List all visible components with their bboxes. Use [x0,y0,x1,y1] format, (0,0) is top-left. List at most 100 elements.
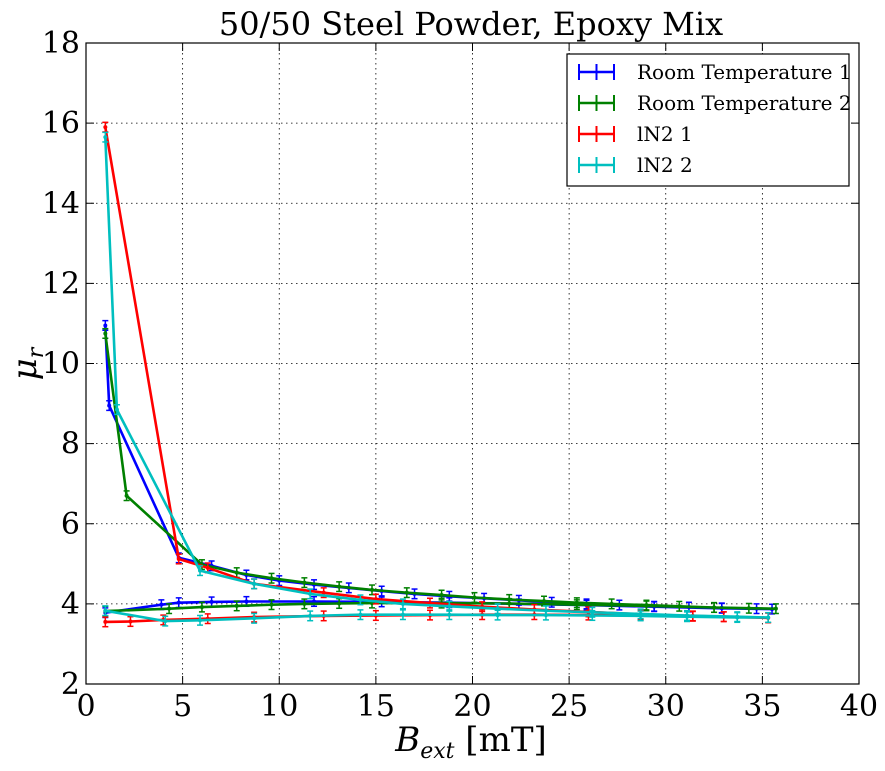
series-group [102,327,779,617]
data-point [321,590,326,595]
series-line [104,325,774,614]
data-point [358,597,363,602]
data-point [766,615,771,620]
x-tick-label: 25 [550,689,588,724]
data-point [447,604,452,609]
data-point [472,595,477,600]
data-point [103,323,108,328]
x-axis-label-main: B [394,720,420,760]
series-group [102,121,772,628]
data-point [103,135,108,140]
y-axis-label: μr [5,346,49,380]
data-point [337,584,342,589]
legend-label: Room Temperature 2 [637,91,852,115]
y-tick-label: 12 [42,266,80,301]
y-tick-label: 2 [61,667,80,702]
data-point [234,570,239,575]
data-point [302,580,307,585]
data-point [252,581,257,586]
data-point [542,599,547,604]
data-point [269,602,274,607]
x-axis-label-unit: [mT] [455,720,547,760]
data-point [176,600,181,605]
data-point [163,619,168,624]
series-line [104,126,770,624]
data-point [199,605,204,610]
data-point [404,590,409,595]
data-point [638,613,643,618]
data-point [124,493,129,498]
x-tick-label: 15 [357,689,395,724]
y-tick-label: 4 [61,587,80,622]
data-point [609,601,614,606]
data-point [677,604,682,609]
data-point [447,612,452,617]
data-point [302,601,307,606]
data-point [590,613,595,618]
data-point [735,615,740,620]
y-axis-label-sub: r [24,346,49,358]
data-point [495,613,500,618]
x-tick-label: 40 [840,689,878,724]
x-tick-label: 10 [260,689,298,724]
series-line [104,333,778,613]
y-tick-label: 14 [42,186,80,221]
data-point [107,403,112,408]
y-tick-label: 8 [61,427,80,462]
data-point [128,619,133,624]
x-tick-label: 5 [173,689,192,724]
series-layer [102,121,779,628]
data-point [159,602,164,607]
data-point [400,612,405,617]
data-point [312,599,317,604]
y-axis-label-main: μ [5,358,45,380]
data-point [439,593,444,598]
data-point [337,601,342,606]
data-point [198,568,203,573]
data-point [103,619,108,624]
tick-layer: 0 5 10 15 20 25 30 35 40 2 4 6 8 10 12 14 16 18 [42,26,878,724]
series-group [102,319,776,619]
y-tick-label: 16 [42,106,80,141]
y-tick-label: 6 [61,507,80,542]
data-point [176,557,181,562]
data-point [644,603,649,608]
data-point [209,599,214,604]
data-point [370,587,375,592]
x-axis-label-sub: ext [420,739,454,764]
data-point [205,565,210,570]
data-point [198,618,203,623]
data-point [103,125,108,130]
x-tick-label: 35 [743,689,781,724]
data-point [574,602,579,607]
data-point [773,606,778,611]
legend-label: lN2 1 [637,122,693,146]
data-point [308,613,313,618]
chart-title: 50/50 Steel Powder, Epoxy Mix [219,5,723,43]
data-point [746,606,751,611]
series-line [104,137,770,623]
y-tick-label: 18 [42,26,80,61]
data-point [269,576,274,581]
data-point [167,606,172,611]
data-point [234,603,239,608]
data-point [712,605,717,610]
data-point [358,612,363,617]
x-axis-label: Bext [mT] [394,720,547,764]
data-point [252,616,257,621]
x-tick-label: 30 [647,689,685,724]
data-point [507,601,512,606]
legend: Room Temperature 1 Room Temperature 2 lN2 … [566,53,852,187]
legend-label: lN2 2 [637,153,693,177]
data-point [114,407,119,412]
data-point [685,614,690,619]
data-point [400,601,405,606]
series-group [102,131,772,627]
data-point [244,599,249,604]
data-point [103,608,108,613]
legend-label: Room Temperature 1 [637,60,852,84]
data-point [308,591,313,596]
data-point [103,331,108,336]
y-tick-label: 10 [42,347,80,382]
